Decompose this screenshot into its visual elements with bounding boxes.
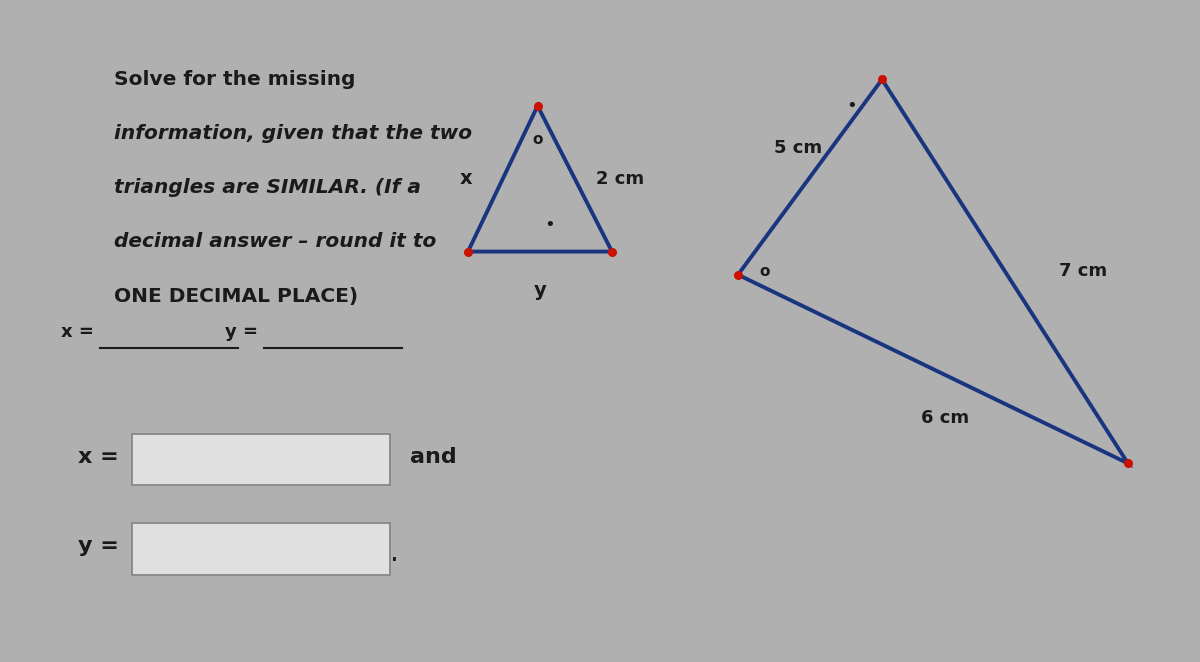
- Text: Solve for the missing: Solve for the missing: [114, 70, 355, 89]
- Text: information, given that the two: information, given that the two: [114, 124, 472, 143]
- Text: and: and: [410, 447, 457, 467]
- FancyBboxPatch shape: [132, 434, 390, 485]
- Text: •: •: [545, 216, 554, 234]
- Text: x: x: [460, 169, 473, 188]
- Text: 2 cm: 2 cm: [596, 169, 644, 188]
- Text: y =: y =: [78, 536, 119, 556]
- Text: y =: y =: [226, 323, 258, 341]
- Text: 7 cm: 7 cm: [1060, 262, 1108, 281]
- Text: •: •: [847, 97, 857, 115]
- Text: ONE DECIMAL PLACE): ONE DECIMAL PLACE): [114, 287, 358, 306]
- Text: o: o: [533, 132, 542, 148]
- Text: x =: x =: [61, 323, 94, 341]
- Text: decimal answer – round it to: decimal answer – round it to: [114, 232, 437, 252]
- Text: x =: x =: [78, 447, 119, 467]
- Text: o: o: [760, 264, 770, 279]
- Text: triangles are SIMILAR. (If a: triangles are SIMILAR. (If a: [114, 178, 421, 197]
- Text: 5 cm: 5 cm: [774, 139, 822, 158]
- Text: 6 cm: 6 cm: [920, 408, 970, 427]
- Text: y: y: [534, 281, 546, 301]
- Text: .: .: [390, 539, 398, 567]
- FancyBboxPatch shape: [132, 523, 390, 575]
